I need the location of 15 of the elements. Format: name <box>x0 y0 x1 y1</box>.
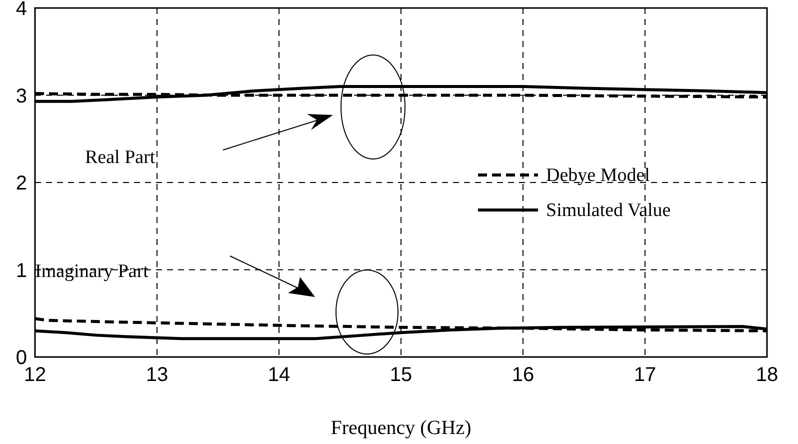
annotation: Real Part <box>85 147 156 168</box>
legend-label: Simulated Value <box>546 200 671 221</box>
x-tick-label: 16 <box>512 364 534 386</box>
x-tick-label: 18 <box>756 364 778 386</box>
y-tick-label: 1 <box>16 260 27 282</box>
x-tick-label: 13 <box>146 364 168 386</box>
annotation: Imaginary Part <box>35 261 150 282</box>
y-tick-label: 2 <box>16 172 27 194</box>
x-tick-label: 17 <box>634 364 656 386</box>
y-tick-label: 3 <box>16 85 27 108</box>
legend-label: Debye Model <box>546 165 650 186</box>
x-axis-title: Frequency (GHz) <box>330 417 472 439</box>
y-tick-label: 4 <box>16 0 27 20</box>
x-tick-label: 15 <box>390 364 412 386</box>
x-tick-label: 14 <box>268 364 290 386</box>
